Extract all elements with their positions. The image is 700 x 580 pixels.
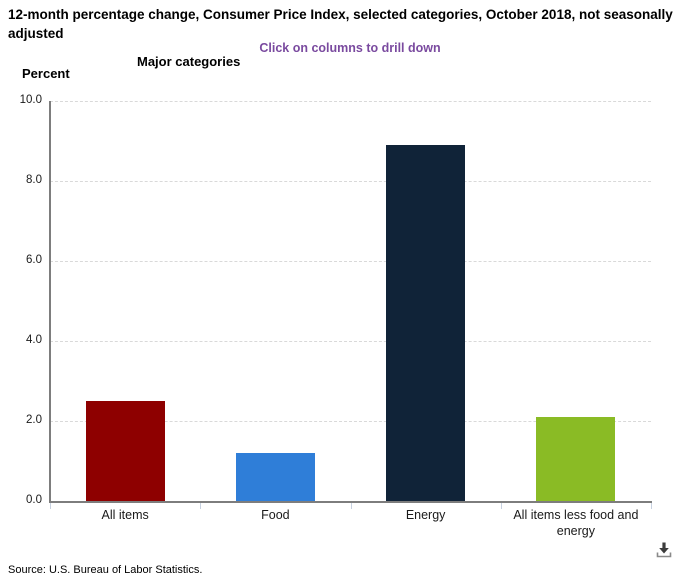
- bar-all-items[interactable]: [85, 401, 165, 501]
- x-axis-tick: [500, 503, 502, 509]
- download-icon-glyph: [656, 542, 672, 558]
- x-axis-label-energy: Energy: [405, 508, 446, 522]
- bar-energy[interactable]: [386, 145, 466, 501]
- gridline-6.0: [50, 260, 651, 262]
- bar-all-items-less-food-and-energy[interactable]: [536, 417, 616, 501]
- gridline-10.0: [50, 100, 651, 102]
- x-axis-tick: [350, 503, 352, 509]
- download-icon[interactable]: [653, 540, 675, 562]
- gridline-8.0: [50, 180, 651, 182]
- x-axis-label-all-items-less-food-and-energy: All items less food and energy: [513, 508, 639, 538]
- y-axis-label-10.0: 10.0: [19, 94, 42, 106]
- group-label: Major categories: [137, 54, 241, 69]
- y-axis-label-4.0: 4.0: [26, 334, 42, 346]
- drilldown-hint: Click on columns to drill down: [259, 41, 441, 55]
- y-axis-unit-label: Percent: [22, 66, 70, 81]
- y-axis-label-2.0: 2.0: [26, 414, 42, 426]
- y-axis-label-6.0: 6.0: [26, 254, 42, 266]
- gridline-2.0: [50, 420, 651, 422]
- y-axis-label-8.0: 8.0: [26, 174, 42, 186]
- x-axis-label-food: Food: [261, 508, 290, 522]
- y-axis-line: [49, 101, 51, 502]
- gridline-4.0: [50, 340, 651, 342]
- bar-food[interactable]: [235, 453, 315, 501]
- y-axis-label-0.0: 0.0: [26, 494, 42, 506]
- x-axis-tick: [50, 503, 51, 509]
- chart-title: 12-month percentage change, Consumer Pri…: [8, 7, 673, 41]
- x-axis-line: [49, 501, 652, 503]
- x-axis-label-all-items: All items: [101, 508, 149, 522]
- x-axis-tick: [200, 503, 202, 509]
- source-note: Source: U.S. Bureau of Labor Statistics.: [8, 564, 203, 576]
- x-axis-tick: [651, 503, 652, 509]
